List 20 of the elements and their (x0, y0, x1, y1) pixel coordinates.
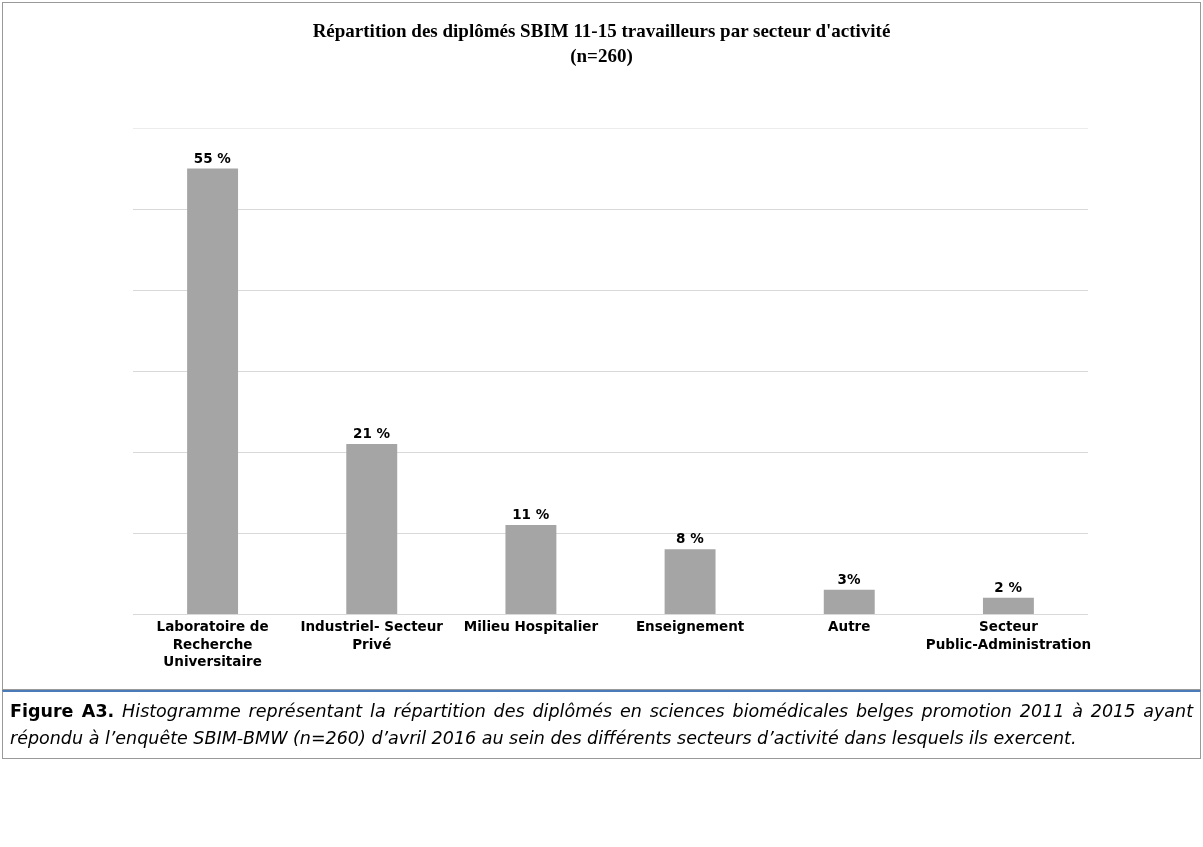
data-label: 3% (837, 570, 861, 587)
x-tick-label: Enseignement (635, 618, 745, 635)
caption: Figure A3. Histogramme représentant la répartition des diplômés en sciences biomédicales belges promotion 2011 à 2015 ayant répondu à l’enquête SBIM-BMW (n=260) d’avril 2016 au sein des différents secteurs d’activité dans lesquels ils exercent. (10, 701, 1193, 748)
x-tick-label: Industriel- Secteur Privé (300, 618, 444, 652)
bar (187, 168, 239, 614)
x-tick-label: Laboratoire de Recherche Universitaire (156, 618, 269, 670)
x-tick-label: Milieu Hospitalier (463, 618, 599, 635)
data-label: 55 % (193, 149, 232, 166)
x-tick-label: Autre (828, 618, 871, 635)
data-label: 11 % (512, 505, 550, 522)
data-label: 21 % (353, 424, 391, 441)
data-label: 2 % (994, 578, 1023, 595)
x-tick-label: Secteur Public-Administration (925, 618, 1092, 652)
bar (505, 524, 557, 614)
chart-title: Répartition des diplômés SBIM 11-15 travailleurs par secteur d'activité (n=260) (312, 20, 891, 67)
bar (823, 589, 875, 614)
bar (982, 597, 1034, 614)
data-label: 8 % (676, 530, 705, 547)
bar (664, 549, 716, 614)
bar (346, 443, 398, 614)
